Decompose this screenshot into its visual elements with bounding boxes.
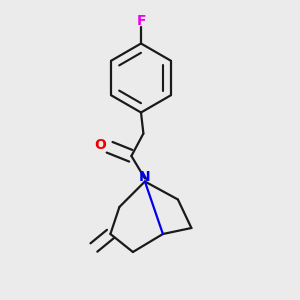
Text: F: F (136, 14, 146, 28)
Text: N: N (139, 170, 151, 184)
Text: O: O (94, 138, 106, 152)
